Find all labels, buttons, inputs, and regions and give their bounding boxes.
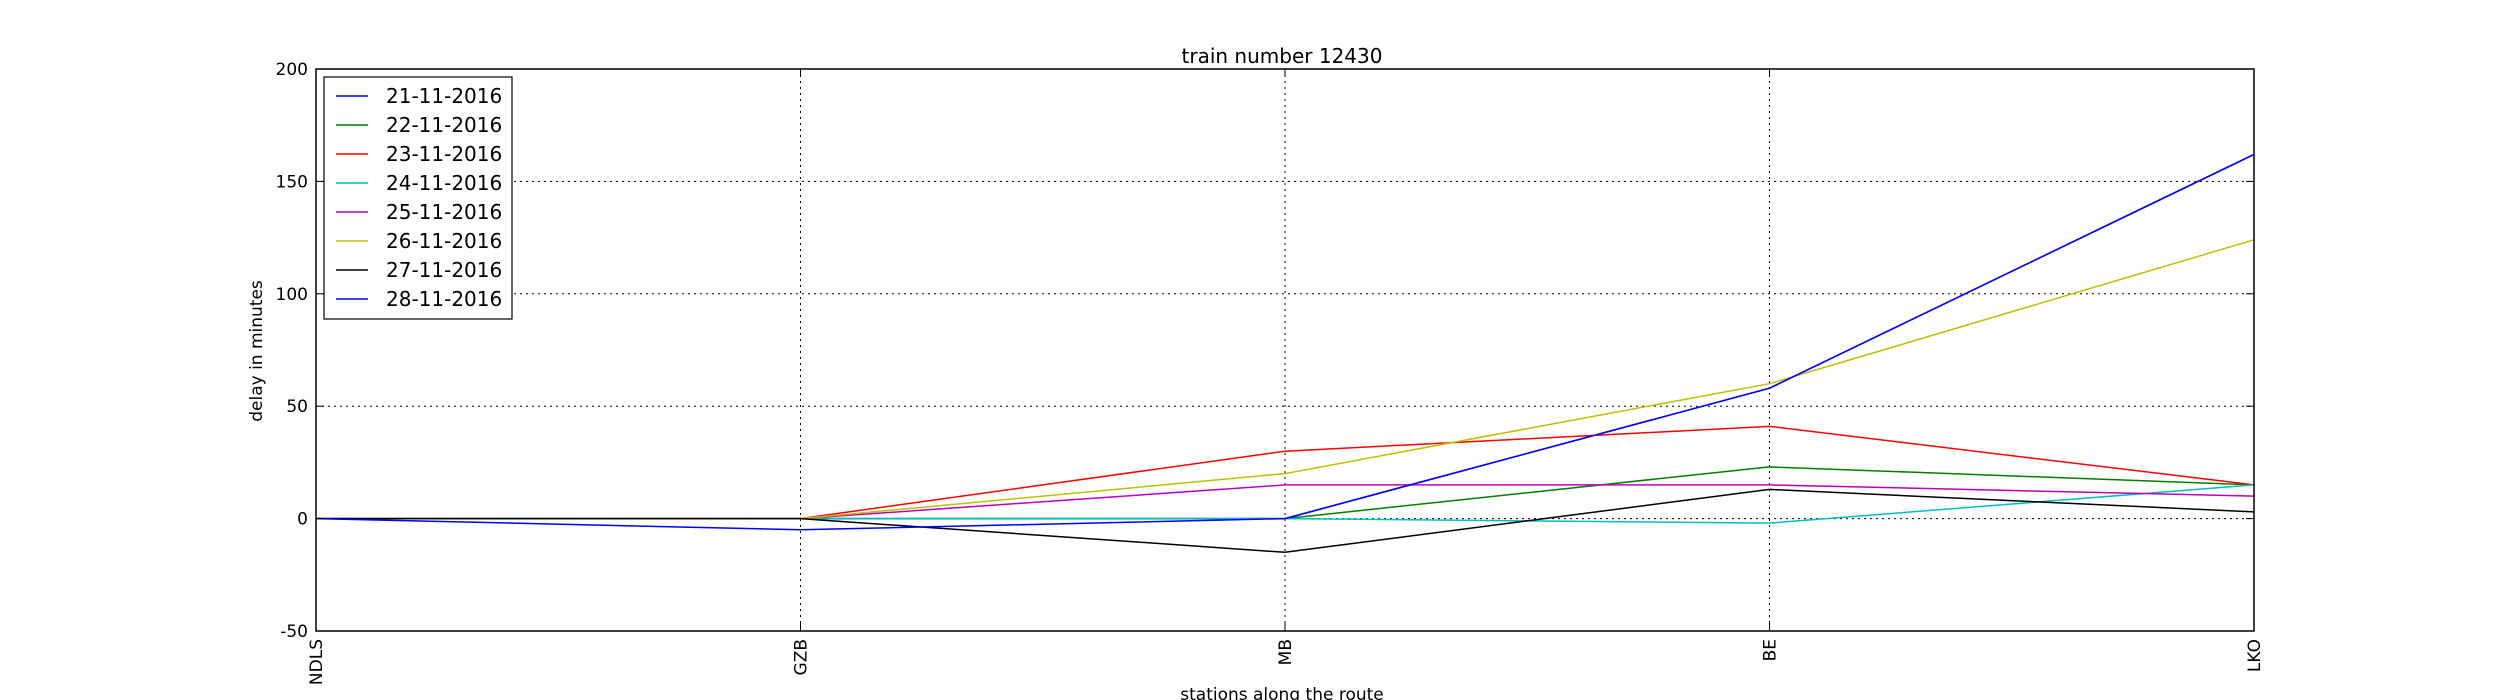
- legend-label: 28-11-2016: [386, 287, 502, 311]
- x-tick-label: NDLS: [307, 639, 327, 685]
- chart-title: train number 12430: [1182, 44, 1383, 68]
- y-tick-label: 100: [276, 285, 308, 305]
- y-tick-label: -50: [280, 622, 308, 642]
- x-axis-ticks: NDLS GZB MB BE LKO: [307, 69, 2265, 685]
- legend-label: 26-11-2016: [386, 229, 502, 253]
- series-line-22-11-2016: [316, 466, 2255, 520]
- x-axis-label: stations along the route: [1180, 685, 1384, 700]
- y-tick-label: 200: [276, 60, 308, 80]
- y-tick-label: 0: [297, 510, 308, 530]
- legend-label: 27-11-2016: [386, 258, 502, 282]
- y-tick-label: 50: [286, 397, 308, 417]
- legend: 21-11-2016 22-11-2016 23-11-2016 24-11-2016…: [323, 76, 513, 320]
- legend-box: [323, 76, 513, 320]
- series-line-21-11-2016: [316, 153, 2255, 520]
- y-tick-label: 150: [276, 172, 308, 192]
- legend-label: 25-11-2016: [386, 200, 502, 224]
- legend-label: 22-11-2016: [386, 113, 502, 137]
- legend-label: 21-11-2016: [386, 84, 502, 108]
- series-line-26-11-2016: [316, 239, 2255, 520]
- y-axis-ticks: -50 0 50 100 150 200: [276, 60, 2254, 642]
- legend-label: 23-11-2016: [386, 142, 502, 166]
- series-line-28-11-2016: [315, 153, 2255, 531]
- legend-label: 24-11-2016: [386, 171, 502, 195]
- series-line-27-11-2016: [316, 488, 2255, 554]
- x-tick-label: BE: [1761, 639, 1781, 661]
- x-tick-label: MB: [1276, 639, 1296, 665]
- x-tick-label: LKO: [2245, 639, 2265, 672]
- grid-lines: [316, 69, 2254, 631]
- x-tick-label: GZB: [792, 639, 812, 675]
- series-lines: [315, 153, 2255, 554]
- y-axis-label: delay in minutes: [247, 280, 267, 422]
